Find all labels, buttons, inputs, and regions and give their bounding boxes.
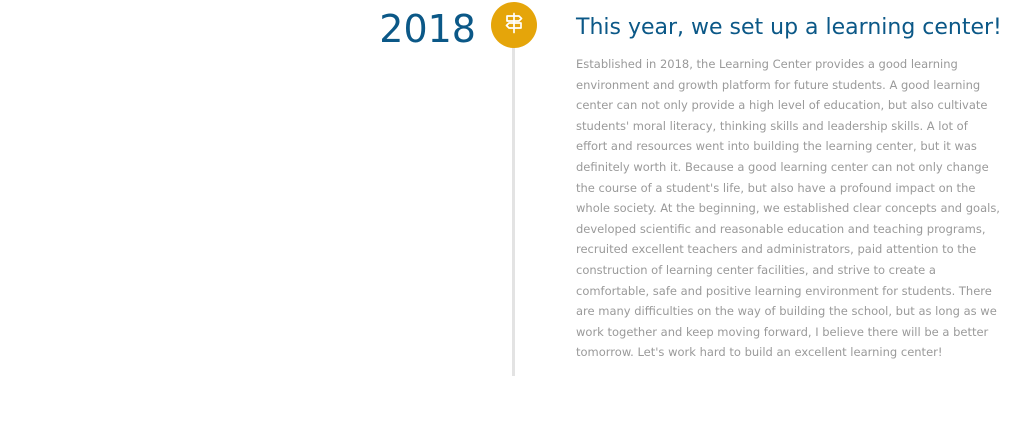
signpost-icon — [502, 11, 526, 40]
entry-description: Established in 2018, the Learning Center… — [576, 57, 1000, 360]
timeline-line — [512, 30, 515, 376]
milestone-badge — [491, 2, 537, 48]
entry-title: This year, we set up a learning center! — [576, 15, 1002, 40]
timeline-entry: This year, we set up a learning center! … — [576, 14, 1002, 363]
timeline-year: 2018 — [379, 7, 476, 51]
